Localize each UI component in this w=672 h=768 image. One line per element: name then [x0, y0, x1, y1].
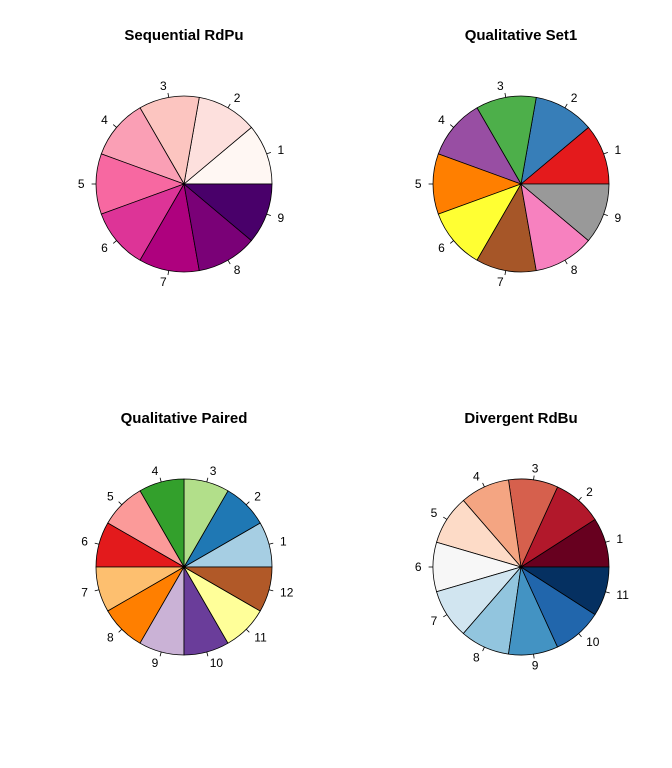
slice-label: 6 [81, 534, 88, 548]
slice-label: 5 [415, 177, 422, 191]
slice-label: 3 [160, 79, 167, 93]
slice-label-tick [94, 589, 100, 592]
chart-title: Qualitative Set1 [465, 27, 578, 44]
slice-label-tick [533, 475, 535, 480]
slice-label-tick [443, 614, 448, 618]
slice-label: 2 [586, 485, 593, 499]
slice-label-tick [167, 92, 170, 98]
pie-slice-11 [519, 566, 610, 616]
slice-label-tick [482, 646, 485, 652]
slice-label-tick [578, 633, 582, 638]
slice-label: 8 [234, 263, 241, 277]
slice-label: 5 [431, 506, 438, 520]
slice-label-tick [603, 213, 608, 216]
slice-label: 8 [107, 630, 114, 644]
chart-title: Sequential RdPu [124, 27, 243, 44]
slice-label-tick [564, 103, 568, 108]
slice-label: 9 [152, 656, 159, 670]
slice-label-tick [206, 651, 209, 657]
slice-label-tick [227, 103, 231, 108]
slice-label: 3 [210, 464, 217, 478]
slice-label-tick [482, 482, 485, 488]
slice-label: 6 [438, 241, 445, 255]
slice-label-tick [266, 213, 271, 216]
slice-label-tick [268, 542, 274, 545]
slice-label: 1 [616, 532, 623, 546]
slice-label-tick [227, 260, 231, 265]
chart-title: Divergent RdBu [464, 410, 577, 427]
slice-label: 6 [101, 241, 108, 255]
slice-label: 2 [571, 91, 578, 105]
slice-label-tick [266, 152, 271, 155]
slice-label-tick [118, 628, 123, 633]
slice-label-tick [504, 92, 507, 98]
slice-label: 9 [614, 211, 621, 225]
slice-label-tick [533, 654, 535, 659]
slice-label: 4 [101, 113, 108, 127]
slice-label-tick [578, 496, 582, 501]
slice-label-tick [159, 651, 162, 657]
panel-qualitative-set1: Qualitative Set1 1 2 3 4 5 6 7 8 9 [415, 27, 622, 289]
slice-label: 7 [81, 586, 88, 600]
slice-label-tick [206, 477, 209, 483]
slice-label: 3 [532, 462, 539, 476]
slice-label: 1 [614, 143, 621, 157]
slice-label-tick [268, 589, 274, 592]
slice-label: 7 [431, 614, 438, 628]
slice-label: 3 [497, 79, 504, 93]
slice-label-tick [112, 240, 117, 244]
slice-label: 1 [280, 534, 287, 548]
slice-label: 10 [210, 656, 224, 670]
slice-label: 1 [277, 143, 284, 157]
slice-label: 4 [152, 464, 159, 478]
panel-sequential-rdpu: Sequential RdPu 1 2 3 4 5 6 7 8 9 [78, 27, 285, 289]
slice-label-tick [112, 124, 117, 128]
slice-label-tick [159, 477, 162, 483]
slice-label: 4 [438, 113, 445, 127]
slice-label: 6 [415, 560, 422, 574]
slice-label-tick [245, 501, 250, 506]
slice-label-tick [605, 591, 610, 594]
slice-label: 5 [78, 177, 85, 191]
slice-label: 2 [254, 490, 261, 504]
slice-label: 8 [571, 263, 578, 277]
slice-label-tick [443, 516, 448, 520]
slice-label-tick [94, 542, 100, 545]
slice-label-tick [504, 270, 507, 276]
chart-title: Qualitative Paired [121, 410, 248, 427]
slice-label: 10 [586, 635, 600, 649]
slice-label-tick [564, 260, 568, 265]
slice-label-tick [245, 628, 250, 633]
slice-label: 9 [532, 658, 539, 672]
slice-label: 5 [107, 490, 114, 504]
slice-label: 11 [254, 630, 267, 644]
slice-label-tick [449, 124, 454, 128]
slice-label: 2 [234, 91, 241, 105]
slice-label: 8 [473, 650, 480, 664]
slice-label-tick [603, 152, 608, 155]
slice-label: 12 [280, 586, 294, 600]
slice-label: 7 [497, 275, 504, 289]
slice-label: 7 [160, 275, 167, 289]
slice-label: 4 [473, 470, 480, 484]
slice-label-tick [167, 270, 170, 276]
slice-label-tick [118, 501, 123, 506]
slice-label: 11 [616, 588, 629, 602]
slice-label-tick [449, 240, 454, 244]
slice-label: 9 [277, 211, 284, 225]
slice-label-tick [605, 540, 610, 543]
panel-divergent-rdbu: Divergent RdBu 1 2 3 4 5 6 7 8 9 10 11 [415, 410, 629, 672]
